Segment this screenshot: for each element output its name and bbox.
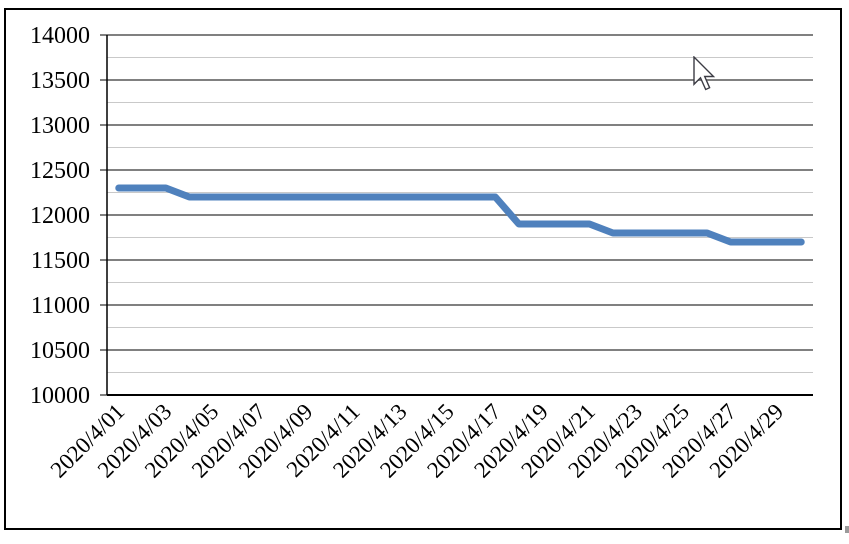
- chart-border-frame: [4, 8, 842, 530]
- y-axis-label: 13000: [30, 113, 90, 139]
- y-axis-label: 13500: [30, 68, 90, 94]
- series-line: [115, 184, 805, 246]
- y-axis-label: 12500: [30, 158, 90, 184]
- y-axis-label: 10500: [30, 338, 90, 364]
- y-axis-label: 11500: [31, 248, 90, 274]
- y-axis-label: 14000: [30, 23, 90, 49]
- y-axis-label: 12000: [30, 203, 90, 229]
- edge-artifact: [845, 526, 849, 533]
- y-axis-label: 10000: [30, 383, 90, 409]
- y-axis-label: 11000: [31, 293, 90, 319]
